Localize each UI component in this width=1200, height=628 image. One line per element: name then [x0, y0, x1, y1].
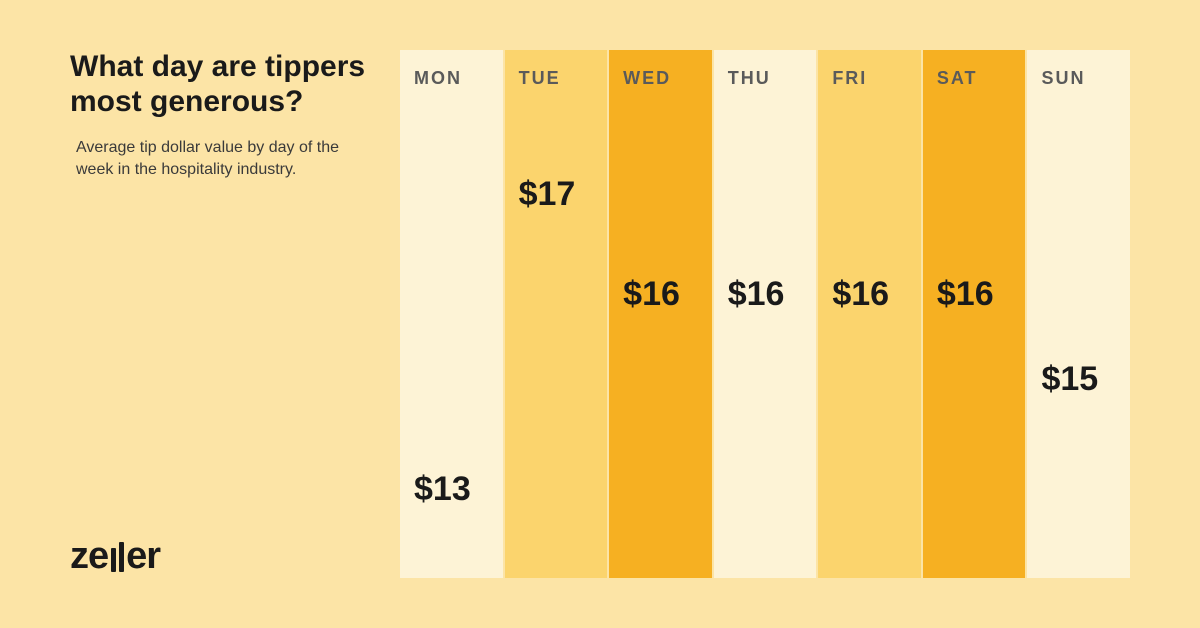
logo-bars-icon — [111, 542, 124, 572]
day-label: WED — [609, 50, 712, 89]
day-value: $17 — [519, 175, 576, 214]
day-value: $16 — [728, 275, 785, 314]
day-column: FRI $16 — [818, 50, 921, 578]
day-value: $13 — [414, 470, 471, 509]
header-block: What day are tippers most generous? Aver… — [70, 50, 390, 180]
day-column: SUN $15 — [1027, 50, 1130, 578]
day-label: MON — [400, 50, 503, 89]
logo-text-after: er — [126, 535, 160, 578]
day-column: TUE $17 — [505, 50, 608, 578]
days-chart: MON $13 TUE $17 WED $16 THU $16 FRI $16 SAT $16 SUN $… — [400, 50, 1130, 578]
brand-logo: ze er — [70, 535, 390, 578]
day-column: WED $16 — [609, 50, 712, 578]
logo-bar-1 — [111, 548, 116, 572]
day-label: TUE — [505, 50, 608, 89]
day-column: THU $16 — [714, 50, 817, 578]
left-panel: What day are tippers most generous? Aver… — [70, 50, 400, 578]
day-label: THU — [714, 50, 817, 89]
day-value: $16 — [937, 275, 994, 314]
day-value: $16 — [832, 275, 889, 314]
day-label: FRI — [818, 50, 921, 89]
day-label: SAT — [923, 50, 1026, 89]
chart-title: What day are tippers most generous? — [70, 50, 390, 119]
day-value: $15 — [1041, 360, 1098, 399]
logo-text-before: ze — [70, 535, 108, 578]
day-value: $16 — [623, 275, 680, 314]
day-column: SAT $16 — [923, 50, 1026, 578]
infographic-canvas: What day are tippers most generous? Aver… — [0, 0, 1200, 628]
chart-subtitle: Average tip dollar value by day of the w… — [70, 137, 390, 180]
logo-bar-2 — [119, 542, 124, 572]
day-column: MON $13 — [400, 50, 503, 578]
day-label: SUN — [1027, 50, 1130, 89]
